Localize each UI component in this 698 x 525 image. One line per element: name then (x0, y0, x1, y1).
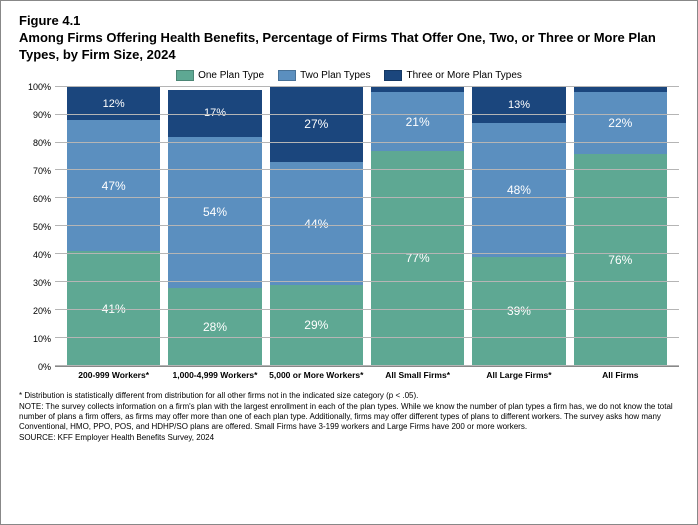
y-tick-label: 20% (33, 306, 51, 316)
chart-area: 0%10%20%30%40%50%60%70%80%90%100% 41%47%… (19, 87, 679, 367)
grid-line (55, 225, 679, 226)
bars-container: 41%47%12%28%54%17%29%44%27%77%21%39%48%1… (55, 87, 679, 366)
x-tick-label: 200-999 Workers* (63, 367, 164, 381)
bar-segment: 12% (67, 87, 160, 120)
bar-segment-label: 21% (406, 115, 430, 129)
bar-segment-label: 28% (203, 320, 227, 334)
bar-segment: 44% (270, 162, 363, 285)
bar-segment: 77% (371, 151, 464, 366)
legend-item: Two Plan Types (278, 70, 370, 81)
bar-slot: 77% 21% (367, 87, 468, 366)
y-tick-label: 100% (28, 82, 51, 92)
bar-segment-label: 13% (508, 99, 530, 111)
bar-segment: 29% (270, 285, 363, 366)
bar-segment-label: 22% (608, 116, 632, 130)
y-axis: 0%10%20%30%40%50%60%70%80%90%100% (19, 87, 55, 367)
figure-label: Figure 4.1 (19, 13, 679, 28)
stacked-bar: 41%47%12% (67, 87, 160, 366)
bar-segment: 13% (472, 87, 565, 123)
bar-slot: 28%54%17% (164, 87, 265, 366)
notes: * Distribution is statistically differen… (19, 391, 679, 443)
legend: One Plan Type Two Plan Types Three or More… (19, 70, 679, 81)
legend-swatch (278, 70, 296, 81)
bar-segment-label: 48% (507, 183, 531, 197)
bar-segment-label: 44% (304, 217, 328, 231)
bar-segment: 48% (472, 123, 565, 257)
bar-segment (371, 87, 464, 93)
bar-segment: 39% (472, 257, 565, 366)
x-tick-label: All Firms (570, 367, 671, 381)
grid-line (55, 86, 679, 87)
stacked-bar: 28%54%17% (168, 87, 261, 366)
bar-segment: 28% (168, 288, 261, 366)
note-line: SOURCE: KFF Employer Health Benefits Sur… (19, 433, 679, 443)
bar-slot: 29% 44% 27% (266, 87, 367, 366)
grid-line (55, 142, 679, 143)
bar-segment: 76% (574, 154, 667, 366)
grid-line (55, 309, 679, 310)
legend-swatch (176, 70, 194, 81)
bar-slot: 41%47%12% (63, 87, 164, 366)
y-tick-label: 60% (33, 194, 51, 204)
note-line: * Distribution is statistically differen… (19, 391, 679, 401)
bar-segment-label: 39% (507, 304, 531, 318)
legend-item: Three or More Plan Types (384, 70, 521, 81)
y-tick-label: 70% (33, 166, 51, 176)
note-line: NOTE: The survey collects information on… (19, 402, 679, 432)
grid-line (55, 365, 679, 366)
grid-line (55, 197, 679, 198)
plot-area: 41%47%12%28%54%17%29%44%27%77%21%39%48%1… (55, 87, 679, 367)
legend-swatch (384, 70, 402, 81)
bar-segment: 54% (168, 137, 261, 288)
grid-line (55, 253, 679, 254)
bar-segment: 22% (574, 92, 667, 153)
y-tick-label: 50% (33, 222, 51, 232)
bar-slot: 39% 48% 13% (468, 87, 569, 366)
grid-line (55, 337, 679, 338)
figure-title: Among Firms Offering Health Benefits, Pe… (19, 30, 679, 64)
x-tick-label: All Large Firms* (468, 367, 569, 381)
stacked-bar: 77% 21% (371, 87, 464, 366)
y-tick-label: 30% (33, 278, 51, 288)
bar-segment-label: 54% (203, 205, 227, 219)
legend-label: Three or More Plan Types (406, 70, 521, 81)
figure-container: Figure 4.1 Among Firms Offering Health B… (0, 0, 698, 525)
stacked-bar: 76% 22% (574, 87, 667, 366)
grid-line (55, 169, 679, 170)
y-tick-label: 90% (33, 110, 51, 120)
y-tick-label: 10% (33, 334, 51, 344)
x-tick-label: 5,000 or More Workers* (266, 367, 367, 381)
legend-label: One Plan Type (198, 70, 264, 81)
x-axis: 200-999 Workers*1,000-4,999 Workers*5,00… (19, 367, 679, 381)
grid-line (55, 114, 679, 115)
bar-segment: 47% (67, 120, 160, 251)
x-tick-label: 1,000-4,999 Workers* (164, 367, 265, 381)
bar-slot: 76% 22% (570, 87, 671, 366)
x-tick-label: All Small Firms* (367, 367, 468, 381)
bar-segment: 27% (270, 87, 363, 162)
stacked-bar: 39% 48% 13% (472, 87, 565, 366)
y-tick-label: 80% (33, 138, 51, 148)
bar-segment-label: 76% (608, 253, 632, 267)
bar-segment-label: 47% (102, 179, 126, 193)
legend-label: Two Plan Types (300, 70, 370, 81)
grid-line (55, 281, 679, 282)
bar-segment-label: 27% (304, 117, 328, 131)
stacked-bar: 29% 44% 27% (270, 87, 363, 366)
bar-segment-label: 29% (304, 318, 328, 332)
legend-item: One Plan Type (176, 70, 264, 81)
y-tick-label: 40% (33, 250, 51, 260)
bar-segment (574, 87, 667, 93)
y-tick-label: 0% (38, 362, 51, 372)
bar-segment-label: 12% (103, 98, 125, 110)
